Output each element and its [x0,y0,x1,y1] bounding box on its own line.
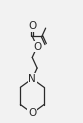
Text: O: O [33,42,41,52]
Text: N: N [28,74,36,84]
Text: O: O [28,21,36,31]
Text: O: O [28,108,36,118]
